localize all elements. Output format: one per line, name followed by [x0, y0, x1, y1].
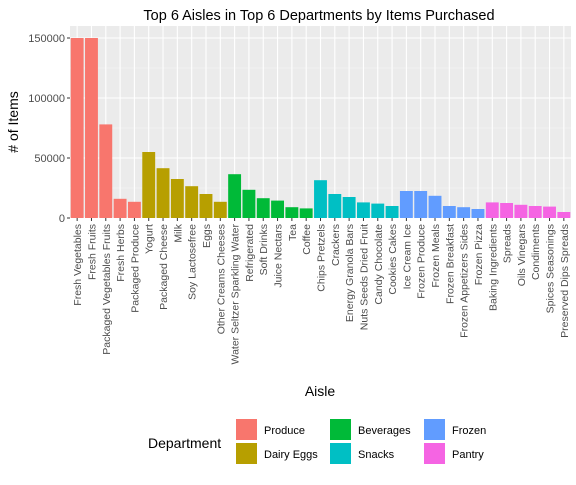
x-tick-label: Frozen Meals	[430, 224, 442, 288]
legend-swatch	[424, 443, 445, 464]
x-tick-label: Soft Drinks	[258, 224, 270, 275]
bar	[543, 206, 556, 218]
legend-label: Frozen	[452, 425, 486, 437]
y-tick-label: 0	[59, 213, 65, 225]
bar	[514, 204, 528, 218]
bar	[85, 38, 98, 218]
bar	[256, 198, 270, 218]
x-tick-label: Frozen Breakfast	[444, 224, 456, 304]
x-tick-label: Spreads	[502, 224, 514, 263]
x-tick-label: Packaged Produce	[129, 224, 141, 313]
bar	[371, 203, 385, 218]
legend: Department Produce Dairy Eggs Beverages Sna…	[148, 419, 486, 464]
bar	[199, 194, 213, 218]
y-tick-label: 150000	[28, 33, 65, 45]
x-tick-label: Energy Granola Bars	[344, 224, 356, 322]
x-tick-label: Yogurt	[144, 224, 156, 254]
chart-title: Top 6 Aisles in Top 6 Departments by Ite…	[143, 8, 494, 24]
bar	[399, 191, 413, 218]
x-axis-label: Aisle	[305, 383, 336, 399]
x-tick-label: Refrigerated	[244, 224, 256, 282]
x-tick-label: Water Seltzer Sparkling Water	[230, 224, 242, 365]
legend-swatch	[424, 419, 445, 440]
bar	[127, 201, 141, 218]
bar	[299, 208, 313, 218]
legend-swatch	[236, 443, 257, 464]
bar	[485, 202, 499, 218]
x-tick-label: Milk	[172, 223, 184, 242]
x-tick-label: Tea	[287, 224, 299, 241]
x-tick-label: Frozen Produce	[416, 224, 428, 299]
x-tick-label: Preserved Dips Spreads	[559, 224, 571, 338]
x-tick-label: Eggs	[201, 224, 213, 248]
bar	[414, 191, 428, 218]
bar	[528, 206, 542, 218]
bar	[170, 179, 184, 218]
legend-label: Snacks	[358, 449, 395, 461]
legend-title: Department	[148, 435, 221, 451]
bar	[271, 200, 284, 218]
x-tick-label: Frozen Appetizers Sides	[459, 224, 471, 338]
x-tick-label: Cookies Cakes	[387, 224, 399, 295]
x-tick-label: Candy Chocolate	[373, 224, 385, 305]
x-tick-label: Fresh Vegetables	[72, 224, 84, 306]
x-tick-label: Nuts Seeds Dried Fruit	[358, 224, 370, 330]
bar	[314, 180, 327, 218]
x-tick-label: Juice Nectars	[273, 224, 285, 288]
y-axis: 0 50000 100000 150000	[28, 33, 70, 225]
bar	[442, 206, 456, 218]
bar	[185, 186, 199, 218]
x-tick-label: Coffee	[301, 224, 313, 255]
x-tick-label: Baking Ingredients	[487, 224, 499, 311]
bar	[70, 38, 84, 218]
x-tick-label: Ice Cream Ice	[401, 224, 413, 290]
x-tick-label: Chips Pretzels	[316, 224, 328, 292]
x-tick-label: Spices Seasonings	[545, 224, 557, 313]
x-tick-label: Frozen Pizza	[473, 224, 485, 285]
bar	[457, 207, 471, 218]
y-tick-label: 100000	[28, 93, 65, 105]
bar	[471, 209, 485, 218]
bars	[70, 38, 571, 218]
x-tick-label: Fresh Fruits	[86, 224, 98, 280]
legend-swatch	[330, 443, 351, 464]
x-tick-label: Soy Lactosefree	[187, 224, 199, 300]
bar	[285, 207, 299, 218]
bar	[328, 194, 342, 218]
bar	[385, 206, 399, 218]
bar	[500, 203, 514, 218]
legend-swatch	[236, 419, 257, 440]
y-axis-label: # of Items	[5, 91, 21, 152]
x-tick-label: Crackers	[330, 224, 342, 266]
bar	[242, 189, 256, 218]
bar	[213, 201, 227, 218]
x-tick-label: Packaged Vegetables Fruits	[101, 224, 113, 355]
bar	[142, 152, 156, 218]
bar	[228, 174, 242, 218]
legend-label: Dairy Eggs	[264, 449, 318, 461]
x-tick-label: Oils Vinegars	[516, 224, 528, 286]
x-tick-label: Fresh Herbs	[115, 224, 127, 282]
bar	[342, 197, 356, 218]
y-tick-label: 50000	[34, 153, 65, 165]
bar	[113, 198, 127, 218]
bar	[99, 124, 113, 218]
legend-label: Pantry	[452, 449, 484, 461]
x-tick-label: Condiments	[530, 224, 542, 280]
x-tick-label: Other Creams Cheeses	[215, 224, 227, 334]
bar	[156, 168, 170, 218]
x-tick-label: Packaged Cheese	[158, 224, 170, 310]
bar	[557, 212, 571, 218]
bar	[357, 202, 370, 218]
bar	[428, 195, 442, 218]
legend-label: Produce	[264, 425, 305, 437]
legend-label: Beverages	[358, 425, 411, 437]
legend-swatch	[330, 419, 351, 440]
x-axis: Fresh Vegetables Fresh Fruits Packaged Veg…	[72, 218, 571, 364]
